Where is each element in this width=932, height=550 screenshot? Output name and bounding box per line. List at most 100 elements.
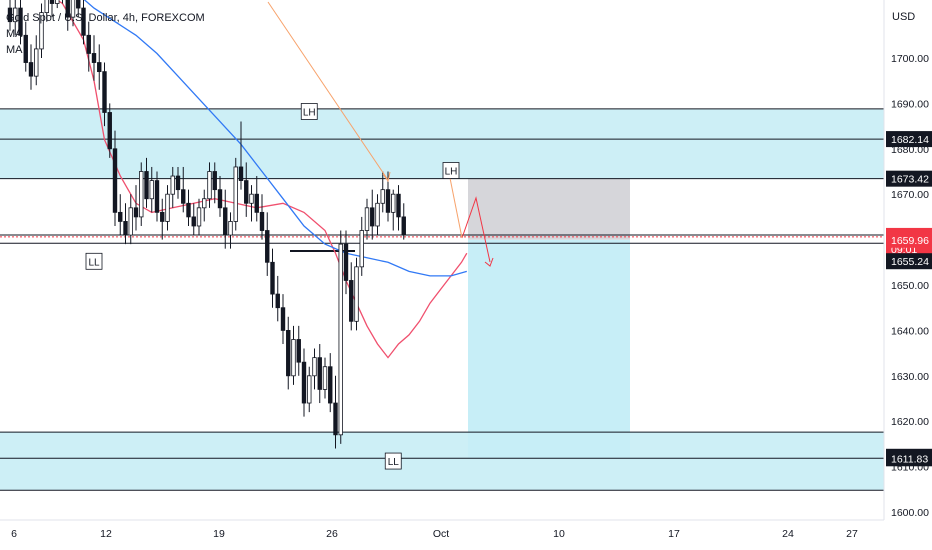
- candle-body-bull: [13, 7, 18, 23]
- candle: [154, 171, 160, 222]
- candle-body-bear: [97, 62, 102, 73]
- candle: [28, 44, 34, 90]
- chart-legend[interactable]: Gold Spot / U.S. Dollar, 4h, FOREXCOM MA…: [6, 10, 205, 58]
- price-label-3[interactable]: 1659.96: [886, 231, 932, 248]
- candle: [370, 189, 375, 240]
- candle: [102, 62, 107, 127]
- short-position-tool[interactable]: [468, 178, 630, 459]
- swing-label-box: [85, 252, 103, 270]
- swing-label-box: [384, 452, 402, 470]
- price-label-bg: [886, 253, 932, 270]
- price-label-4[interactable]: 1655.24: [886, 253, 932, 270]
- candlesticks: [7, 0, 406, 449]
- time-tick-label: 12: [100, 528, 112, 540]
- candle-body-bear: [370, 207, 375, 227]
- zone-0[interactable]: [0, 108, 884, 179]
- time-tick-label: 6: [11, 528, 17, 540]
- projection-arrowhead: [484, 257, 494, 267]
- time-tick-label: 17: [668, 528, 680, 540]
- price-label-text: 1682.14: [891, 134, 929, 146]
- candle-body-bear: [81, 7, 86, 36]
- time-tick-label: Oct: [433, 528, 449, 540]
- candle: [149, 166, 154, 213]
- candle-body-bear: [301, 361, 307, 404]
- candle: [97, 44, 102, 90]
- candle: [364, 198, 370, 240]
- candle: [202, 189, 207, 222]
- time-tick-label: 24: [782, 528, 794, 540]
- candle: [160, 198, 165, 240]
- price-label-bg: [886, 131, 932, 148]
- swing-label-lh[interactable]: LH: [442, 162, 460, 179]
- swing-label-text: LH: [445, 167, 458, 178]
- price-label-bg: [886, 450, 932, 467]
- downtrend-arrow[interactable]: [267, 1, 389, 181]
- swing-label-lh[interactable]: LH: [300, 103, 318, 120]
- candle-body-bear: [401, 216, 406, 236]
- candle: [265, 212, 270, 276]
- candle-body-bull: [128, 207, 133, 236]
- candle: [133, 185, 139, 231]
- price-tick-label: 1630.00: [891, 371, 929, 383]
- price-axis[interactable]: USD 1600.001610.001620.001630.001640.001…: [883, 0, 932, 520]
- candle-body-bull: [338, 243, 343, 436]
- candle: [112, 130, 118, 226]
- candle: [228, 212, 233, 249]
- swing-label-ll[interactable]: LL: [85, 252, 103, 270]
- candle: [359, 216, 364, 276]
- symbol-title[interactable]: Gold Spot / U.S. Dollar, 4h, FOREXCOM: [6, 12, 205, 24]
- ma-indicator-2[interactable]: MA: [6, 44, 23, 56]
- candle-body-bull: [34, 48, 39, 77]
- ma-indicator-1[interactable]: MA: [6, 28, 23, 40]
- candle-body-bear: [28, 62, 34, 77]
- candle: [165, 185, 170, 231]
- candle: [259, 194, 265, 240]
- candle: [307, 366, 312, 413]
- candle: [322, 357, 328, 399]
- candle: [223, 189, 228, 249]
- candle-body-bear: [107, 112, 112, 150]
- candle: [301, 348, 307, 417]
- candle: [170, 166, 175, 208]
- candle-body-bear: [259, 211, 265, 231]
- candle-body-bull: [70, 0, 76, 18]
- candle-body-bear: [343, 243, 349, 281]
- candle: [186, 189, 191, 226]
- candle: [181, 166, 186, 213]
- candle: [144, 157, 149, 208]
- take-profit-area[interactable]: [468, 239, 630, 459]
- pullback-arrow: [449, 177, 463, 239]
- candle-body-bull: [354, 266, 359, 322]
- candle-body-bear: [254, 193, 259, 213]
- price-tick-label: 1640.00: [891, 325, 929, 337]
- candle-body-bear: [175, 175, 181, 191]
- candle-body-bear: [65, 0, 70, 18]
- candle-body-bear: [349, 280, 354, 322]
- price-tick-label: 1600.00: [891, 507, 929, 519]
- candle-body-bear: [23, 34, 28, 63]
- candle-body-bear: [275, 293, 280, 309]
- candle: [13, 0, 18, 36]
- candle: [65, 0, 70, 31]
- candle-body-bull: [170, 175, 175, 195]
- projection-arrow[interactable]: [461, 196, 491, 263]
- candle-body-bear: [396, 193, 401, 218]
- price-label-bg: [886, 170, 932, 187]
- price-label-0[interactable]: 1682.14: [886, 131, 932, 148]
- candle-body-bear: [154, 180, 160, 213]
- candle: [217, 176, 223, 217]
- candle: [338, 230, 343, 444]
- swing-label-ll[interactable]: LL: [384, 452, 402, 470]
- candle-body-bear: [296, 339, 301, 363]
- candle: [196, 198, 202, 236]
- price-label-1[interactable]: 1673.42: [886, 170, 932, 187]
- currency-label: USD: [892, 11, 915, 23]
- time-axis[interactable]: 6 12 19 26 Oct 10 17 24 27: [0, 519, 884, 540]
- candle: [233, 157, 238, 231]
- zone-1[interactable]: [0, 432, 884, 491]
- price-label-6[interactable]: 1611.83: [886, 450, 932, 467]
- time-tick-label: 27: [846, 528, 858, 540]
- stop-loss-area[interactable]: [468, 178, 630, 240]
- candle: [175, 166, 181, 199]
